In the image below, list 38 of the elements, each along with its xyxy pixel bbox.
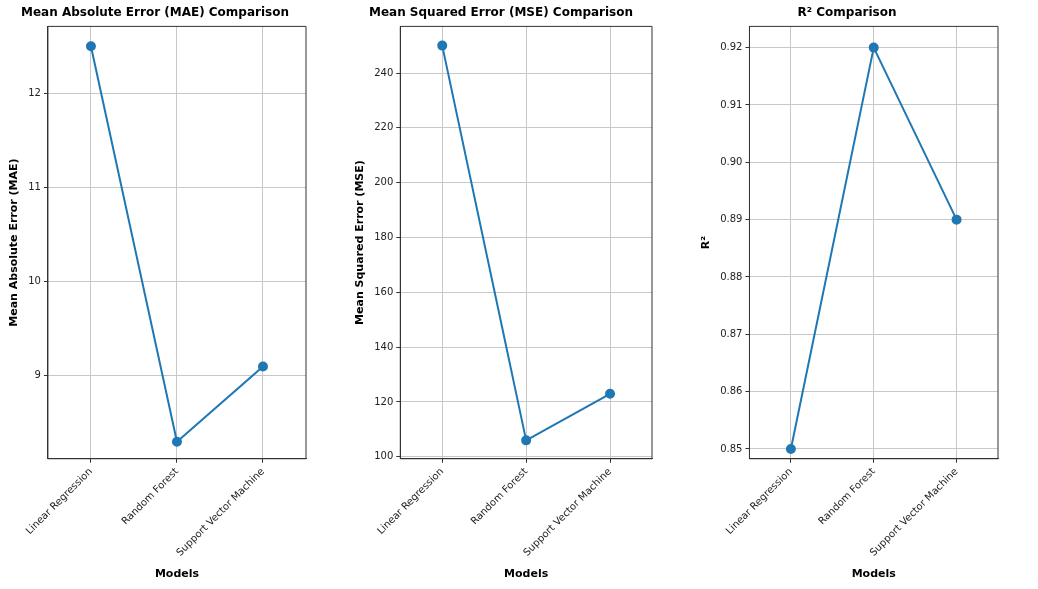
point (521, 435, 532, 446)
point (785, 443, 796, 454)
point (257, 361, 268, 372)
y-axis-title: R² (699, 235, 713, 250)
x-axis-title: Models (504, 567, 549, 581)
chart-title: Mean Absolute Error (MAE) Comparison (20, 5, 290, 20)
x-axis-title: Models (851, 567, 897, 581)
y-tick-label: 0.86 (720, 385, 743, 397)
y-tick-label: 11 (28, 181, 41, 193)
chart-title: R² Comparison (797, 5, 897, 20)
point (605, 388, 616, 399)
y-tick-label: 180 (374, 231, 394, 243)
y-tick-label: 10 (28, 275, 41, 287)
point (85, 41, 96, 52)
y-tick-label: 0.90 (720, 155, 743, 167)
y-tick-label: 0.85 (720, 442, 743, 454)
y-tick-label: 100 (374, 450, 394, 462)
y-tick-label: 120 (374, 395, 394, 407)
y-tick-label: 0.91 (720, 98, 743, 110)
point (171, 436, 182, 447)
y-tick-label: 220 (374, 121, 394, 133)
point (868, 42, 879, 53)
y-tick-label: 0.89 (720, 213, 743, 225)
y-tick-label: 9 (34, 369, 41, 381)
y-axis-title: Mean Squared Error (MSE) (353, 160, 367, 325)
y-tick-label: 0.92 (720, 41, 743, 53)
chart-title: Mean Squared Error (MSE) Comparison (368, 5, 634, 20)
point (437, 40, 448, 51)
y-tick-label: 140 (374, 340, 394, 352)
y-axis-title: Mean Absolute Error (MAE) (7, 158, 21, 327)
point (951, 214, 962, 225)
y-tick-label: 0.87 (720, 327, 743, 339)
y-tick-label: 160 (374, 285, 394, 297)
x-axis-title: Models (154, 567, 200, 581)
y-tick-label: 12 (28, 86, 41, 98)
y-tick-label: 0.88 (720, 270, 743, 282)
y-tick-label: 200 (374, 176, 394, 188)
y-tick-label: 240 (374, 66, 394, 78)
